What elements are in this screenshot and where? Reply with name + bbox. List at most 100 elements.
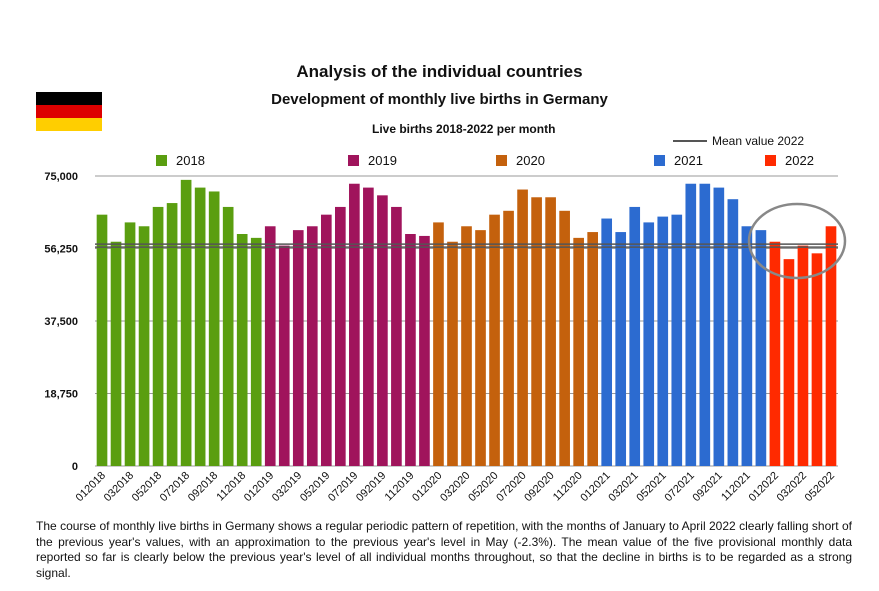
bar: [166, 203, 178, 467]
bar: [236, 234, 248, 466]
legend-label: 2022: [785, 153, 814, 168]
x-tick-label: 032020: [438, 470, 472, 504]
legend-label: 2018: [176, 153, 205, 168]
legend-swatch: [348, 155, 359, 166]
legend-swatch: [654, 155, 665, 166]
chart-caption: The course of monthly live births in Ger…: [36, 519, 852, 580]
x-tick-label: 112019: [383, 470, 417, 504]
bar: [250, 237, 262, 466]
bar: [615, 232, 627, 466]
x-tick-label: 092019: [354, 470, 388, 504]
legend-mean-label: Mean value 2022: [712, 134, 804, 148]
bar: [587, 232, 598, 466]
y-tick-label: 56,250: [44, 244, 78, 256]
bar: [657, 216, 669, 466]
x-tick-label: 012021: [578, 470, 612, 504]
y-tick-label: 0: [72, 461, 78, 473]
y-tick-label: 18,750: [44, 389, 78, 401]
bar: [797, 245, 809, 466]
bar: [292, 230, 304, 466]
bar: [152, 206, 164, 466]
bar: [489, 214, 500, 466]
chart-title: Live births 2018-2022 per month: [372, 122, 556, 136]
bar: [685, 183, 697, 466]
x-tick-label: 052020: [466, 470, 500, 504]
legend-label: 2021: [674, 153, 703, 168]
x-tick-label: 072019: [326, 470, 360, 504]
bar: [349, 183, 360, 466]
bar: [671, 214, 683, 466]
bar: [335, 206, 346, 466]
births-bar-chart: 018,75037,50056,25075,000012018032018052…: [44, 134, 847, 504]
bar: [769, 241, 781, 466]
bar: [180, 179, 192, 466]
x-tick-label: 032019: [270, 470, 304, 504]
x-tick-label: 032018: [102, 470, 136, 504]
bar: [405, 234, 416, 466]
bar: [447, 241, 458, 466]
y-tick-label: 37,500: [44, 316, 78, 328]
x-tick-label: 032021: [606, 470, 640, 504]
bar: [601, 218, 613, 466]
bar: [363, 187, 374, 466]
x-tick-label: 112018: [214, 470, 248, 504]
x-tick-label: 072021: [662, 470, 696, 504]
x-tick-label: 012020: [410, 470, 444, 504]
bar: [433, 222, 444, 466]
bar: [475, 230, 486, 466]
bar: [278, 245, 290, 466]
highlight-circle: [747, 202, 847, 280]
bar: [124, 222, 136, 466]
bar: [377, 195, 388, 467]
bar: [138, 226, 150, 466]
legend-swatch: [765, 155, 776, 166]
bar: [727, 199, 739, 466]
x-tick-label: 112020: [551, 470, 585, 504]
bar: [419, 235, 430, 466]
flag-stripe-red: [36, 105, 102, 118]
bar: [503, 210, 514, 466]
bar: [461, 226, 472, 466]
bar: [306, 226, 318, 466]
bar: [194, 187, 206, 466]
x-tick-label: 012018: [74, 470, 108, 504]
x-tick-label: 012022: [747, 470, 781, 504]
bar: [755, 230, 767, 466]
legend-swatch: [496, 155, 507, 166]
bar: [391, 206, 402, 466]
bar: [699, 183, 711, 466]
bar: [629, 206, 641, 466]
bar: [573, 237, 584, 466]
x-tick-label: 112021: [719, 470, 753, 504]
legend-label: 2020: [516, 153, 545, 168]
page-subtitle: Development of monthly live births in Ge…: [271, 91, 608, 108]
bar: [559, 210, 570, 466]
x-tick-label: 052022: [803, 470, 837, 504]
bar: [825, 226, 837, 466]
bar: [811, 253, 823, 466]
x-tick-label: 052018: [130, 470, 164, 504]
flag-stripe-gold: [36, 118, 102, 131]
bar: [545, 197, 556, 466]
legend-swatch: [156, 155, 167, 166]
bar: [531, 197, 542, 466]
y-tick-label: 75,000: [44, 171, 78, 183]
x-tick-label: 072020: [494, 470, 528, 504]
x-tick-label: 052021: [634, 470, 668, 504]
flag-stripe-black: [36, 92, 102, 105]
legend-label: 2019: [368, 153, 397, 168]
x-tick-label: 092020: [522, 470, 556, 504]
bar: [222, 206, 234, 466]
bar: [110, 241, 122, 466]
x-tick-label: 032022: [775, 470, 809, 504]
bar: [713, 187, 725, 466]
bar: [517, 189, 528, 467]
x-tick-label: 072018: [158, 470, 192, 504]
page-title: Analysis of the individual countries: [296, 62, 583, 81]
bar: [320, 214, 332, 466]
bar: [208, 191, 220, 466]
x-tick-label: 052019: [298, 470, 332, 504]
germany-flag-icon: [36, 92, 102, 131]
bar: [783, 259, 795, 466]
x-tick-label: 012019: [242, 470, 276, 504]
